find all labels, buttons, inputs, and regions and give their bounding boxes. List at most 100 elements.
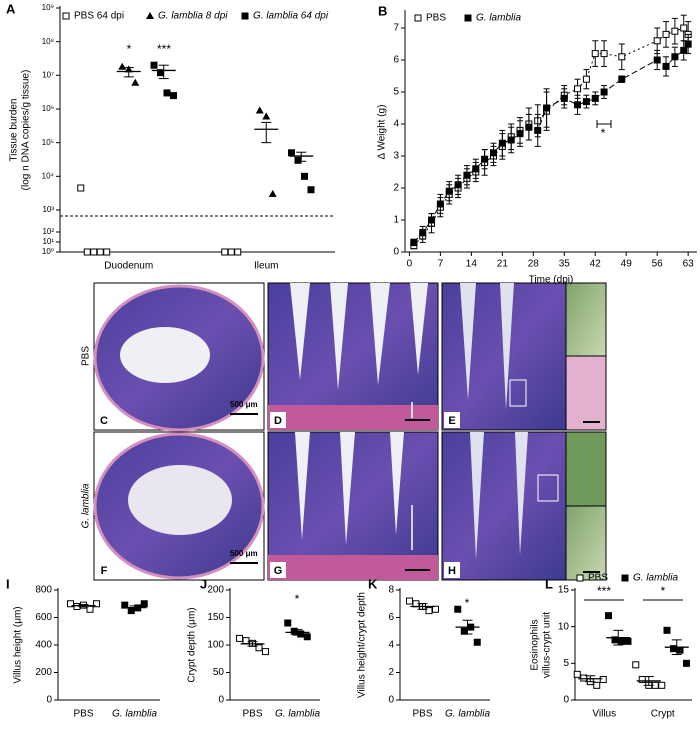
point — [658, 681, 666, 689]
point — [525, 123, 533, 131]
y-tick-label: 10³ — [42, 205, 54, 214]
y-tick-label: 400 — [35, 640, 52, 651]
annotation: *** — [157, 42, 171, 56]
panel-letter: C — [100, 415, 108, 427]
label-box — [444, 562, 460, 578]
legend-marker — [146, 12, 154, 19]
point — [163, 89, 171, 97]
y-tick-label: 10² — [42, 227, 54, 236]
legend-label: PBS 64 dpi — [74, 11, 124, 22]
y-tick-label: 2 — [393, 183, 399, 194]
point — [127, 607, 135, 615]
point — [294, 156, 302, 164]
point — [684, 40, 692, 48]
inset-image — [565, 355, 607, 431]
panel-letter: D — [274, 415, 282, 427]
point — [103, 248, 111, 256]
panel-letter: H — [448, 565, 456, 577]
point — [591, 94, 599, 102]
point — [454, 605, 462, 613]
point — [234, 248, 242, 256]
y-tick-label: 6 — [393, 55, 399, 66]
point — [618, 75, 626, 83]
y-axis-label: Eosinophils — [530, 619, 541, 670]
point — [150, 61, 158, 69]
annotation: * — [295, 592, 300, 606]
point — [663, 626, 671, 634]
scale-label: 500 μm — [230, 400, 258, 409]
point — [303, 633, 311, 641]
panel-letter: A — [6, 1, 16, 16]
legend-marker — [464, 14, 472, 22]
point — [534, 126, 542, 134]
inset-box — [509, 379, 527, 407]
y-tick-label: 4 — [388, 640, 394, 651]
point — [227, 248, 235, 256]
y-tick-label: 6 — [388, 612, 394, 623]
point — [242, 637, 250, 645]
x-tick-label: 35 — [559, 259, 571, 270]
point — [516, 130, 524, 138]
histology-panels: PBS G. lamblia 500 μm 500 μm C D E F G H — [81, 282, 607, 581]
point — [170, 92, 177, 100]
y-tick-label: 100 — [207, 640, 224, 651]
point — [676, 646, 684, 654]
x-tick-label: 0 — [407, 259, 413, 270]
point — [288, 149, 295, 157]
legend-marker — [62, 12, 70, 20]
panel-letter: L — [545, 576, 553, 591]
lumen — [120, 327, 210, 383]
point — [624, 637, 632, 645]
point — [580, 674, 588, 682]
x-tick-label: PBS — [242, 709, 262, 720]
legend-marker — [414, 14, 422, 22]
point — [301, 172, 308, 180]
point — [255, 644, 263, 652]
point — [600, 88, 608, 96]
y-tick-label: 200 — [207, 585, 224, 596]
point — [662, 62, 670, 70]
point — [436, 200, 444, 208]
point — [507, 136, 515, 144]
y-axis-label: villus-crypt unit — [542, 612, 553, 678]
x-tick-label: 7 — [438, 259, 444, 270]
point — [683, 659, 690, 667]
x-tick-label: Crypt — [651, 709, 675, 720]
point — [618, 53, 626, 61]
panel-letter: K — [368, 576, 378, 591]
muscle-layer — [268, 555, 438, 580]
legend-label: G. lamblia — [476, 13, 521, 24]
x-tick-label: G. lamblia — [275, 709, 320, 720]
annotation: * — [661, 584, 666, 598]
lumen — [128, 465, 232, 535]
point — [481, 155, 489, 163]
y-axis-label: (log n DNA copies/g tissue) — [21, 70, 32, 191]
y-tick-label: 10¹ — [42, 237, 54, 246]
point — [599, 675, 607, 683]
y-tick-label: 0 — [388, 695, 394, 706]
annotation: *** — [597, 584, 611, 598]
y-tick-label: 10 — [558, 621, 570, 632]
y-axis-label: Villus height/crypt depth — [357, 592, 368, 698]
panel-letter: B — [378, 3, 387, 18]
point — [268, 189, 277, 197]
row-label: G. lamblia — [81, 483, 92, 528]
panel-h-image — [441, 431, 567, 581]
point — [680, 46, 688, 54]
x-tick-label: Duodenum — [104, 261, 153, 272]
inset-image — [565, 282, 607, 357]
row-label: PBS — [81, 346, 92, 366]
villus-gaps — [295, 432, 404, 545]
point — [543, 104, 551, 112]
label-box — [444, 412, 460, 428]
y-tick-label: 50 — [213, 667, 225, 678]
point — [406, 597, 413, 605]
annotation: * — [465, 596, 470, 610]
x-tick-label: 28 — [528, 259, 540, 270]
point — [605, 612, 612, 620]
y-tick-label: 10⁸ — [42, 37, 54, 46]
panel-letter: I — [6, 576, 10, 591]
legend-marker — [621, 574, 629, 582]
y-tick-label: 10⁵ — [42, 138, 54, 147]
panel-letter: E — [448, 415, 455, 427]
